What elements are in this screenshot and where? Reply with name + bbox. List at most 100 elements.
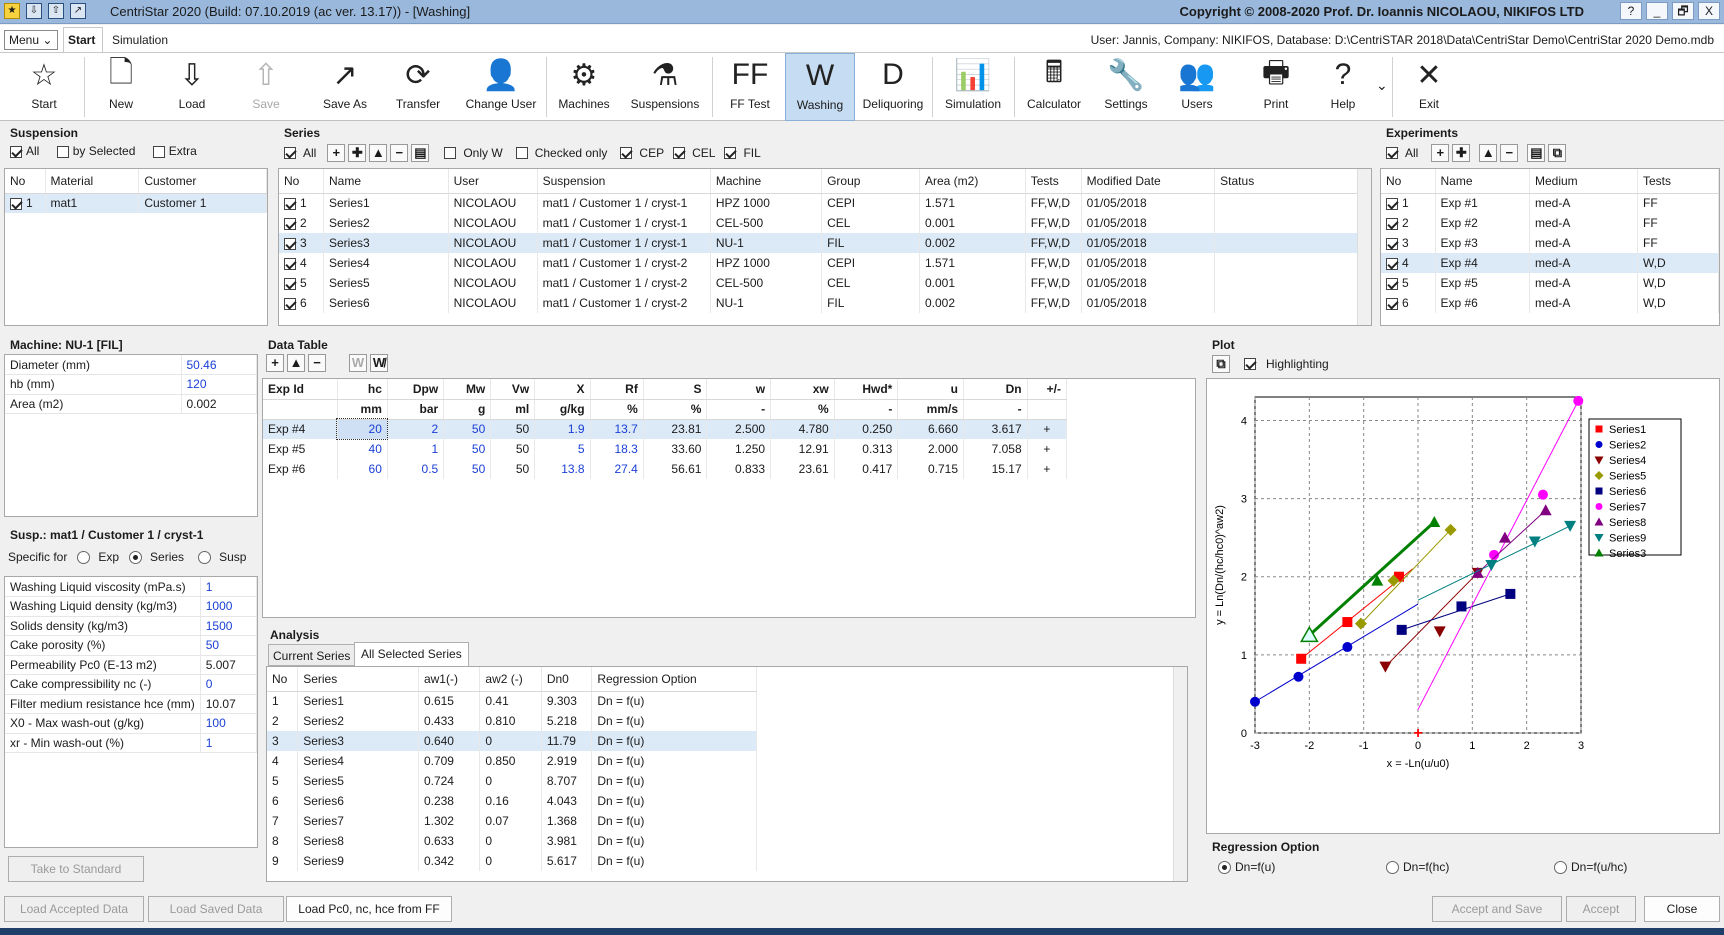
ribbon-fftest-button[interactable]: FF FF Test (718, 53, 782, 121)
tab-current-series[interactable]: Current Series (268, 644, 356, 666)
column-header[interactable]: No (279, 169, 324, 194)
move-up-icon[interactable]: ▲ (369, 144, 388, 162)
ribbon-help-button[interactable]: ? Help (1312, 53, 1374, 121)
column-header[interactable]: No (267, 667, 299, 692)
table-row[interactable]: 8 Series8 0.633 0 3.981 Dn = f(u) (267, 831, 757, 851)
column-header[interactable]: hc (337, 379, 388, 400)
column-header[interactable]: Name (1435, 169, 1530, 194)
ribbon-start-button[interactable]: ☆ Start (14, 53, 74, 121)
cell[interactable]: 50 (490, 419, 536, 439)
highlighting-checkbox[interactable] (1244, 358, 1256, 370)
copy-plot-icon[interactable]: ⧉ (1212, 355, 1230, 373)
column-header[interactable]: Regression Option (591, 667, 757, 692)
table-row[interactable]: 7 Series7 1.302 0.07 1.368 Dn = f(u) (267, 811, 757, 831)
close-button[interactable]: Close (1644, 896, 1720, 922)
add-icon[interactable]: + (1431, 144, 1450, 162)
cell[interactable]: 27.4 (590, 459, 644, 479)
move-up-icon[interactable]: ▲ (1479, 144, 1498, 162)
ribbon-save-button[interactable]: ⇧ Save (236, 53, 296, 121)
add-icon[interactable]: + (266, 354, 284, 372)
only-w-checkbox[interactable] (444, 147, 457, 159)
row-checkbox[interactable] (284, 198, 296, 211)
column-header[interactable]: X (534, 379, 591, 400)
specific-susp-radio[interactable] (198, 550, 212, 564)
cep-checkbox[interactable] (620, 147, 633, 159)
tab-all-selected-series[interactable]: All Selected Series (354, 642, 469, 666)
quick-saveas-icon[interactable]: ↗ (70, 3, 86, 19)
experiments-all-checkbox[interactable] (1386, 147, 1398, 159)
column-header[interactable]: u (897, 379, 965, 400)
column-header[interactable]: Tests (1025, 169, 1082, 194)
accept-and-save-button[interactable]: Accept and Save (1432, 896, 1562, 922)
column-header[interactable]: S (643, 379, 708, 400)
table-view-icon[interactable]: ▤ (411, 144, 430, 162)
table-row[interactable]: 4 Exp #4 med-A W,D (1381, 253, 1719, 273)
cell[interactable]: 50 (490, 439, 536, 459)
ribbon-washing-button[interactable]: W Washing (785, 53, 855, 121)
suspension-by-selected-checkbox[interactable] (56, 145, 69, 158)
table-row[interactable]: 5 Series5 NICOLAOU mat1 / Customer 1 / crys… (279, 273, 1371, 293)
table-row[interactable]: 6 Series6 0.238 0.16 4.043 Dn = f(u) (267, 791, 757, 811)
table-row[interactable]: xr - Min wash-out (%) 1 (5, 733, 258, 753)
add-multiple-icon[interactable]: ✚ (1452, 144, 1471, 162)
specific-exp-radio[interactable] (77, 550, 91, 564)
cel-checkbox[interactable] (673, 147, 686, 159)
table-row[interactable]: X0 - Max wash-out (g/kg) 100 (5, 713, 258, 734)
row-checkbox[interactable] (1386, 217, 1398, 230)
table-row[interactable]: 3 Series3 NICOLAOU mat1 / Customer 1 / crys… (279, 233, 1371, 253)
table-row[interactable]: 3 Series3 0.640 0 11.79 Dn = f(u) (267, 731, 757, 751)
table-row[interactable]: 2 Series2 0.433 0.810 5.218 Dn = f(u) (267, 711, 757, 731)
restore-button[interactable]: 🗗 (1672, 2, 1694, 20)
suspension-all-checkbox[interactable] (10, 145, 22, 158)
column-header[interactable]: xw (770, 379, 835, 400)
take-to-standard-button[interactable]: Take to Standard (8, 856, 144, 882)
ribbon-suspensions-button[interactable]: ⚗ Suspensions (622, 53, 708, 121)
move-up-icon[interactable]: ▲ (287, 354, 305, 372)
ribbon-machines-button[interactable]: ⚙ Machines (552, 53, 616, 121)
column-header[interactable]: Tests (1637, 169, 1719, 194)
copy-icon[interactable]: ⧉ (1548, 144, 1567, 162)
table-row[interactable]: 1 Exp #1 med-A FF (1381, 193, 1719, 213)
cell[interactable]: 20 (336, 418, 389, 440)
cell[interactable]: 1.9 (534, 419, 591, 439)
analysis-scrollbar[interactable] (1173, 667, 1187, 881)
column-header[interactable]: Customer (138, 169, 267, 194)
row-checkbox[interactable] (1386, 297, 1398, 310)
column-header[interactable]: Exp Id (263, 379, 338, 400)
close-window-button[interactable]: X (1698, 2, 1720, 20)
regression-opt3[interactable]: Dn=f(u/hc) (1554, 860, 1627, 874)
row-checkbox[interactable] (10, 198, 22, 211)
tab-start[interactable]: Start (63, 27, 103, 52)
series-all-checkbox[interactable] (284, 147, 296, 159)
tab-simulation[interactable]: Simulation (112, 33, 169, 47)
column-header[interactable]: Dn (963, 379, 1028, 400)
column-header[interactable]: Name (323, 169, 449, 194)
column-header[interactable]: w (706, 379, 772, 400)
row-checkbox[interactable] (1386, 237, 1398, 250)
column-header[interactable]: Group (821, 169, 920, 194)
table-row[interactable]: 5 Series5 0.724 0 8.707 Dn = f(u) (267, 771, 757, 791)
add-icon[interactable]: + (327, 144, 346, 162)
cell[interactable]: 50 (443, 459, 492, 479)
accept-button[interactable]: Accept (1566, 896, 1636, 922)
table-row[interactable]: Cake porosity (%) 50 (5, 635, 258, 656)
row-checkbox[interactable] (1386, 257, 1398, 270)
row-checkbox[interactable] (1386, 198, 1398, 211)
load-saved-button[interactable]: Load Saved Data (148, 896, 284, 922)
regression-opt1-radio[interactable] (1218, 860, 1231, 874)
column-header[interactable]: Vw (490, 379, 536, 400)
table-row[interactable]: Washing Liquid density (kg/m3) 1000 (5, 596, 258, 617)
checked-only-checkbox[interactable] (515, 147, 528, 159)
quick-save-icon[interactable]: ⇧ (48, 3, 64, 19)
ribbon-print-button[interactable]: 🖶 Print (1244, 53, 1308, 121)
cell[interactable]: 40 (337, 439, 388, 459)
ribbon-deliquoring-button[interactable]: D Deliquoring (858, 53, 928, 121)
cell[interactable]: 18.3 (590, 439, 644, 459)
column-header[interactable]: Area (m2) (919, 169, 1026, 194)
remove-icon[interactable]: − (390, 144, 409, 162)
column-header[interactable]: Material (45, 169, 140, 194)
regression-opt2-radio[interactable] (1386, 860, 1399, 874)
column-header[interactable]: No (5, 169, 46, 194)
chevron-down-icon[interactable]: ⌄ (1376, 77, 1388, 93)
table-row[interactable]: 3 Exp #3 med-A FF (1381, 233, 1719, 253)
